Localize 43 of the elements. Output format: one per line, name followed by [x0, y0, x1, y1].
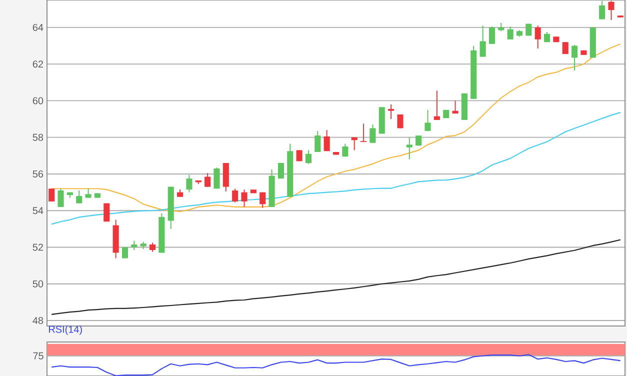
candlestick: [599, 0, 606, 20]
candlestick: [370, 124, 376, 144]
candlestick: [314, 130, 321, 153]
candlestick: [76, 190, 82, 204]
candlestick: [534, 25, 541, 50]
candlestick: [214, 167, 220, 190]
candlestick: [406, 136, 412, 160]
candlestick: [351, 136, 358, 151]
candlestick: [342, 143, 348, 158]
candlestick: [232, 188, 238, 203]
candlestick: [507, 26, 514, 40]
chart-title: RSI(14): [49, 326, 82, 335]
candlestick: [85, 188, 92, 198]
candlestick: [324, 130, 330, 152]
candlestick: [480, 25, 486, 58]
candlestick: [48, 188, 55, 202]
candlestick: [572, 44, 578, 72]
y-tick-label: 48: [32, 316, 44, 324]
y-tick-label: 58: [32, 134, 44, 141]
text: 75: [33, 352, 44, 360]
candlestick: [260, 192, 266, 208]
y-tick-label: 60: [32, 97, 44, 104]
candlestick: [305, 150, 312, 164]
candlestick: [388, 104, 394, 120]
candlestick: [222, 162, 229, 192]
candlestick: [360, 123, 367, 142]
y-tick-label: 52: [32, 244, 43, 251]
candlestick: [452, 100, 458, 114]
y-tick-label: 50: [32, 280, 44, 288]
candlestick: [204, 172, 211, 188]
candlestick: [58, 188, 64, 208]
candlestick: [241, 189, 248, 208]
candlestick: [424, 109, 431, 132]
candlestick: [488, 26, 496, 44]
candlestick: [149, 242, 156, 252]
candlestick: [131, 240, 138, 250]
y-tick-label: 56: [32, 170, 44, 178]
candlestick: [186, 174, 192, 193]
y-tick-label: 62: [32, 60, 43, 68]
candlestick: [434, 90, 440, 120]
candlestick: [608, 0, 614, 21]
y-tick-label: 64: [32, 24, 44, 31]
y-tick-label: 54: [32, 207, 44, 214]
